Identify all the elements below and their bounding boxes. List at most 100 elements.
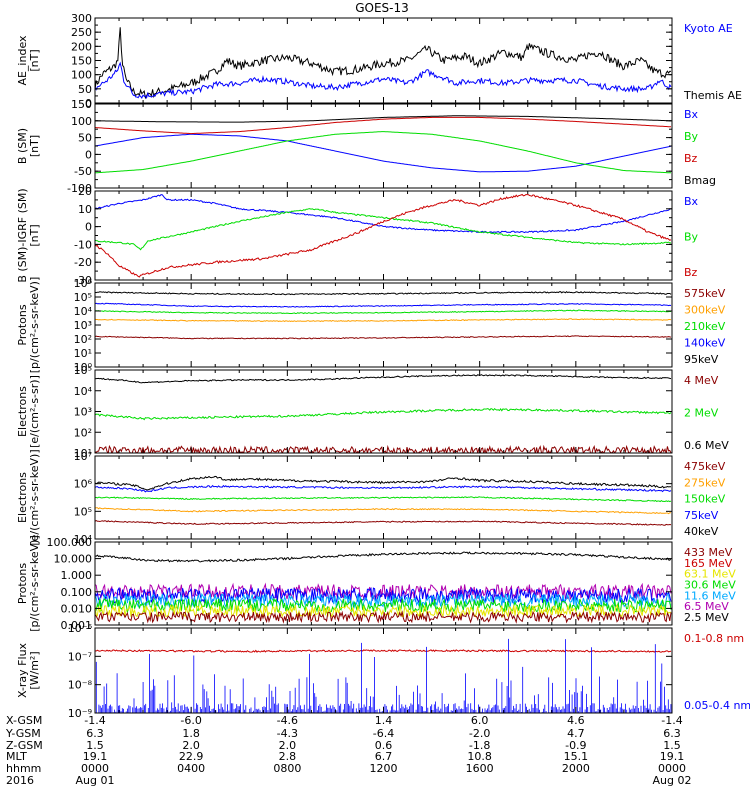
y-tick-label: -10 (74, 238, 92, 251)
y-axis-label: AE_index (16, 35, 29, 86)
series-0.6-MeV (95, 374, 672, 384)
y-axis-label: B (SM)-IGRF (SM) (16, 188, 29, 282)
orbit-value: -1.4 (661, 714, 682, 727)
orbit-value: Aug 02 (653, 774, 692, 787)
series-label: Themis AE (683, 89, 742, 102)
orbit-value: 1.5 (86, 739, 104, 752)
series-label: Bx (684, 108, 699, 121)
orbit-value: 6.3 (86, 727, 104, 740)
series-label: 210keV (684, 320, 726, 333)
orbit-value: 6.3 (663, 727, 681, 740)
series-150keV (95, 496, 672, 503)
orbit-value: -6.0 (180, 714, 201, 727)
y-tick-label: 10⁰ (74, 361, 93, 374)
orbit-value: 6.7 (375, 750, 393, 763)
orbit-value: 2.0 (182, 739, 200, 752)
y-axis-label: Protons (16, 563, 29, 604)
orbit-value: 1.4 (375, 714, 393, 727)
panel-protons2: 0.001 0.010 0.100 1.000 10.000 100.000 Protons… (16, 535, 736, 632)
orbit-value: 10.8 (467, 750, 492, 763)
series-2-MeV (95, 407, 672, 421)
orbit-value: 4.6 (567, 714, 585, 727)
series-group (95, 27, 672, 100)
y-tick-label: 150 (71, 55, 92, 68)
series-group (95, 475, 672, 526)
y-axis-label: Electrons (16, 472, 29, 523)
y-tick-label: 10⁵ (74, 505, 92, 518)
series-label: 0.05-0.4 nm (684, 699, 750, 712)
y-axis-label: [nT] (28, 49, 41, 71)
y-tick-label: 10³ (74, 406, 92, 419)
series-By (95, 208, 671, 251)
series-label: 575keV (684, 287, 726, 300)
series-Bmag (95, 115, 672, 123)
series-2.5-MeV (95, 551, 672, 563)
series-140keV (95, 302, 672, 308)
orbit-value: 22.9 (179, 750, 204, 763)
series-label: 30.6 MeV (684, 579, 736, 592)
orbit-row-label: MLT (6, 750, 27, 763)
y-tick-label: 10⁴ (74, 385, 93, 398)
orbit-value: 4.7 (567, 727, 585, 740)
series-label: 300keV (684, 304, 726, 317)
series-label: By (684, 231, 699, 244)
plot-title: GOES-13 (355, 1, 409, 15)
y-tick-label: 250 (71, 26, 92, 39)
y-axis-label: X-ray Flux (16, 642, 29, 698)
series-label: 6.5 MeV (684, 600, 729, 613)
series-300keV (95, 318, 672, 323)
y-tick-label: 10⁻⁶ (68, 622, 93, 635)
y-tick-label: 50 (78, 132, 92, 145)
series-group (95, 291, 672, 340)
series-Bx (95, 194, 671, 234)
y-axis-label: Electrons (16, 386, 29, 437)
y-tick-label: 10⁻⁹ (68, 707, 92, 720)
y-axis-label: [e/(cm²-s-sr-keV)] (28, 449, 41, 545)
y-tick-label: 150 (71, 98, 92, 111)
y-tick-label: 100.000 (47, 536, 93, 549)
orbit-value: 1.5 (663, 739, 681, 752)
series-63.1-MeV (95, 597, 672, 614)
orbit-value: 1200 (370, 762, 398, 775)
series-label: Bmag (684, 174, 716, 187)
series-label: 11.6 MeV (684, 589, 736, 602)
series-group (95, 374, 672, 453)
series-label: 2 MeV (684, 407, 719, 420)
y-tick-label: 300 (71, 12, 92, 25)
orbit-value: 2.0 (279, 739, 297, 752)
series-label: 40keV (684, 525, 719, 538)
orbit-value: 0000 (81, 762, 109, 775)
orbit-value: 1600 (466, 762, 494, 775)
orbit-value: Aug 01 (76, 774, 115, 787)
orbit-value: 15.1 (564, 750, 589, 763)
y-tick-label: 10² (74, 333, 92, 346)
series-165-MeV (95, 603, 672, 619)
orbit-value: 0000 (658, 762, 686, 775)
series-11.6-MeV (95, 586, 672, 605)
orbit-value: -4.3 (277, 727, 298, 740)
orbit-value: -2.0 (469, 727, 490, 740)
series-Bx (95, 133, 672, 173)
series-label: 63.1 MeV (684, 568, 736, 581)
series-Bz (95, 116, 672, 135)
y-tick-label: 0 (85, 97, 92, 110)
y-tick-label: 10⁵ (74, 364, 92, 377)
y-axis-label: [nT] (28, 135, 41, 157)
series-Bz (95, 193, 672, 278)
series-label: Bz (684, 152, 698, 165)
y-tick-label: 0 (85, 148, 92, 161)
series-label: 433 MeV (684, 546, 733, 559)
series-label: Bx (684, 195, 699, 208)
orbit-value: 0400 (177, 762, 205, 775)
series-label: 140keV (684, 337, 726, 350)
y-tick-label: -100 (67, 182, 92, 195)
y-axis-label: [W/m²] (28, 651, 41, 689)
y-axis-label: [e/(cm²-s-sr)] (28, 375, 41, 448)
y-tick-label: 10³ (74, 319, 92, 332)
y-tick-label: -50 (74, 165, 92, 178)
